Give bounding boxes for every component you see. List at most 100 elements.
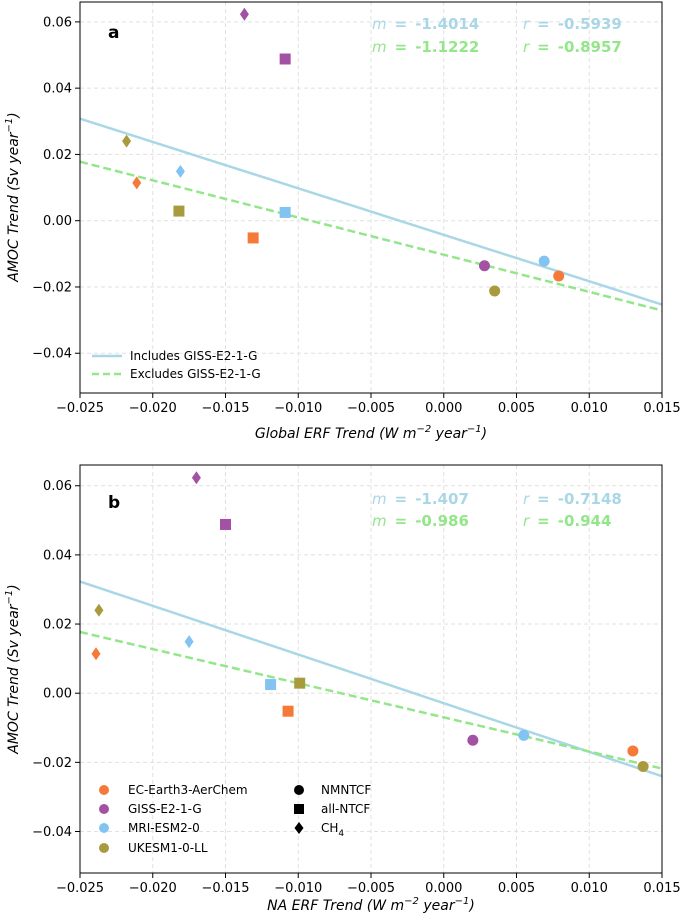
- legend-marker-ec-earth3: [99, 785, 109, 795]
- y-tick-label: 0.06: [43, 479, 72, 494]
- legend-label-includes: Includes GISS-E2-1-G: [130, 349, 257, 363]
- y-ticks-a: −0.04 −0.02 0.00 0.02 0.04 0.06: [32, 15, 80, 362]
- point-ec-earth3-aerchem-ch4: [132, 176, 142, 190]
- y-tick-label: 0.04: [43, 82, 72, 97]
- svg-text:m=-1.4014: m = -1.4014: [372, 15, 479, 33]
- y-tick-label: −0.04: [32, 347, 72, 362]
- y-axis-label-a: AMOC Trend (Sv year−1): [4, 112, 22, 282]
- panel-label-b: b: [108, 493, 120, 513]
- x-tick-label: 0.000: [425, 401, 462, 416]
- stats-excludes-b: m = -0.986 r = -0.944: [372, 512, 611, 530]
- x-axis-label-b: NA ERF Trend (W m−2 year−1): [267, 896, 475, 914]
- fit-line-includes-giss-e2-1-g: [79, 117, 663, 306]
- panel-b: −0.025 −0.020 −0.015 −0.010 −0.005 0.000 0.005…: [4, 464, 681, 914]
- legend-marker-ukesm: [99, 843, 109, 853]
- point-ukesm1-0-ll-all-ntcf: [173, 205, 185, 217]
- svg-text:r=-0.7148: r = -0.7148: [523, 490, 622, 508]
- point-ukesm1-0-ll-ch4: [94, 603, 104, 617]
- legend-marker-mri: [99, 823, 109, 833]
- point-ukesm1-0-ll-all-ntcf: [294, 677, 306, 689]
- x-tick-label: 0.015: [643, 881, 680, 896]
- x-tick-label: 0.005: [498, 401, 535, 416]
- y-tick-label: 0.00: [43, 214, 72, 229]
- y-tick-label: 0.02: [43, 618, 72, 633]
- legend-label-giss: GISS-E2-1-G: [128, 802, 202, 816]
- point-giss-e2-1-g-nmntcf: [478, 260, 490, 272]
- x-axis-label-a: Global ERF Trend (W m−2 year−1): [255, 424, 487, 442]
- x-tick-label: −0.015: [201, 401, 249, 416]
- point-giss-e2-1-g-nmntcf: [467, 734, 479, 746]
- stats-excludes-a: m = -1.1222 r = -0.8957: [372, 38, 622, 56]
- svg-text:m=-0.986: m = -0.986: [372, 512, 469, 530]
- stats-includes-b: m = -1.407 r = -0.7148: [372, 490, 622, 508]
- grid-a: [79, 2, 663, 393]
- y-tick-label: −0.02: [32, 756, 72, 771]
- point-giss-e2-1-g-all-ntcf: [279, 53, 291, 65]
- point-giss-e2-1-g-ch4: [191, 471, 201, 485]
- point-mri-esm2-0-nmntcf: [538, 255, 550, 267]
- legend-label-excludes: Excludes GISS-E2-1-G: [130, 367, 261, 381]
- point-ec-earth3-aerchem-all-ntcf: [247, 232, 259, 244]
- x-tick-label: −0.005: [347, 401, 395, 416]
- legend-a: Includes GISS-E2-1-G Excludes GISS-E2-1-…: [92, 349, 261, 381]
- y-tick-label: 0.00: [43, 687, 72, 702]
- point-mri-esm2-0-all-ntcf: [265, 679, 277, 691]
- x-tick-label: 0.000: [425, 881, 462, 896]
- x-tick-label: −0.025: [56, 401, 104, 416]
- legend-label-ch4: CH4: [321, 821, 344, 839]
- stats-includes-a: m = -1.4014 r = -0.5939: [372, 15, 622, 33]
- y-tick-label: −0.02: [32, 280, 72, 295]
- x-tick-label: 0.015: [643, 401, 680, 416]
- x-tick-label: −0.025: [56, 881, 104, 896]
- x-tick-label: −0.010: [274, 881, 322, 896]
- y-axis-label-b: AMOC Trend (Sv year−1): [4, 584, 22, 754]
- point-mri-esm2-0-nmntcf: [518, 729, 530, 741]
- point-giss-e2-1-g-ch4: [239, 7, 249, 21]
- legend-b: EC-Earth3-AerChem GISS-E2-1-G MRI-ESM2-0…: [99, 783, 371, 855]
- svg-text:r=-0.8957: r = -0.8957: [523, 38, 622, 56]
- x-tick-label: −0.005: [347, 881, 395, 896]
- fit-line-excludes-giss-e2-1-g: [79, 160, 663, 312]
- x-ticks-b: −0.025 −0.020 −0.015 −0.010 −0.005 0.000 0.005…: [56, 873, 681, 896]
- x-tick-label: 0.010: [571, 881, 608, 896]
- panel-a: −0.025 −0.020 −0.015 −0.010 −0.005 0.000 0.005…: [4, 1, 681, 442]
- point-ukesm1-0-ll-nmntcf: [637, 761, 649, 773]
- x-tick-label: −0.015: [201, 881, 249, 896]
- fit-line-excludes-giss-e2-1-g: [79, 630, 663, 770]
- fit-lines-a: [79, 117, 663, 312]
- svg-text:m=-1.1222: m = -1.1222: [372, 38, 479, 56]
- points-a: [122, 7, 565, 297]
- y-tick-label: −0.04: [32, 825, 72, 840]
- point-ec-earth3-aerchem-nmntcf: [553, 270, 565, 282]
- legend-marker-nmntcf: [294, 785, 304, 795]
- legend-label-all-ntcf: all-NTCF: [321, 802, 370, 816]
- legend-label-ec-earth3: EC-Earth3-AerChem: [128, 783, 248, 797]
- x-ticks-a: −0.025 −0.020 −0.015 −0.010 −0.005 0.000 0.005…: [56, 393, 681, 416]
- legend-marker-ch4: [294, 822, 304, 834]
- fit-lines-b: [79, 580, 663, 778]
- point-giss-e2-1-g-all-ntcf: [220, 518, 231, 530]
- y-ticks-b: −0.04 −0.02 0.00 0.02 0.04 0.06: [32, 479, 80, 840]
- svg-text:m=-1.407: m = -1.407: [372, 490, 469, 508]
- y-tick-label: 0.04: [43, 548, 72, 563]
- legend-label-nmntcf: NMNTCF: [321, 783, 371, 797]
- legend-marker-all-ntcf: [294, 804, 304, 814]
- x-tick-label: 0.010: [571, 401, 608, 416]
- x-tick-label: −0.010: [274, 401, 322, 416]
- point-ec-earth3-aerchem-nmntcf: [627, 745, 639, 757]
- legend-label-ukesm: UKESM1-0-LL: [128, 841, 208, 855]
- point-ukesm1-0-ll-nmntcf: [489, 285, 501, 297]
- y-tick-label: 0.06: [43, 15, 72, 30]
- x-tick-label: 0.005: [498, 881, 535, 896]
- point-mri-esm2-0-ch4: [175, 164, 185, 178]
- x-tick-label: −0.020: [129, 881, 177, 896]
- point-mri-esm2-0-ch4: [184, 635, 194, 649]
- points-b: [91, 471, 649, 773]
- svg-text:r=-0.944: r = -0.944: [523, 512, 611, 530]
- x-tick-label: −0.020: [129, 401, 177, 416]
- point-ec-earth3-aerchem-ch4: [91, 647, 101, 661]
- y-tick-label: 0.02: [43, 148, 72, 163]
- point-ec-earth3-aerchem-all-ntcf: [282, 705, 294, 717]
- legend-marker-giss: [99, 804, 109, 814]
